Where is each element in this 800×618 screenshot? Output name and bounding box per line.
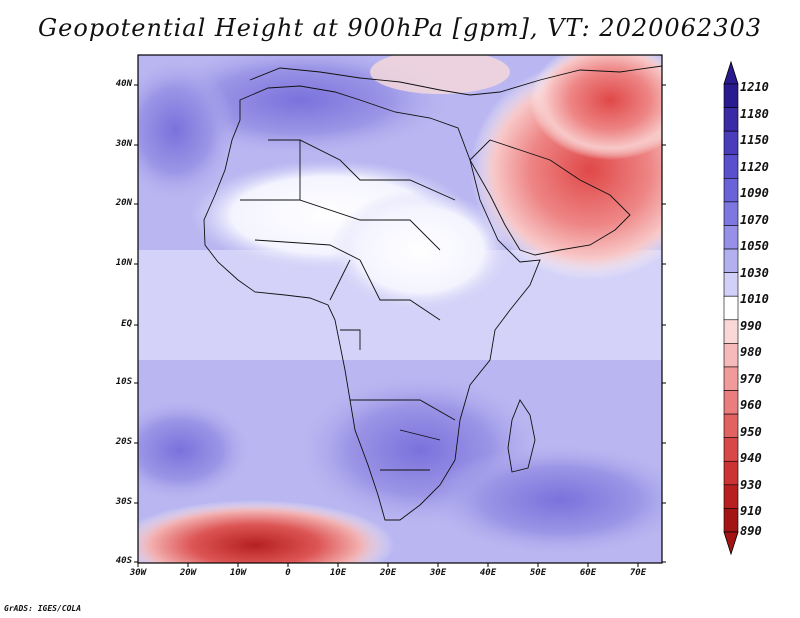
height-field <box>138 55 662 563</box>
colorbar-label: 990 <box>740 319 762 333</box>
arabia-coastline <box>469 139 631 256</box>
colorbar-label: 950 <box>740 425 762 439</box>
colorbar-label: 1210 <box>740 80 769 94</box>
colorbar-swatch <box>723 484 739 509</box>
colorbar-label: 1010 <box>740 292 769 306</box>
colorbar-swatch <box>723 460 739 486</box>
colorbar-swatch <box>723 225 739 250</box>
colorbar-label: 970 <box>740 372 762 386</box>
plot-frame <box>137 54 663 564</box>
lat-label: EQ <box>121 319 132 329</box>
colorbar-swatch <box>723 201 739 226</box>
colorbar-swatch <box>723 107 739 132</box>
colorbar-label: 930 <box>740 478 762 492</box>
lon-label: 0 <box>285 568 291 578</box>
colorbar-label: 1070 <box>740 213 769 227</box>
lat-label: 30N <box>115 139 132 149</box>
lat-label: 20S <box>115 437 132 447</box>
map-title: Geopotential Height at 900hPa [gpm], VT:… <box>38 14 762 42</box>
colorbar-label: 910 <box>740 504 762 518</box>
lat-label: 40N <box>115 79 132 89</box>
axis-ticks <box>134 84 666 567</box>
colorbar-swatch <box>723 130 739 156</box>
colorbar-label: 890 <box>740 524 762 538</box>
colorbar-swatch <box>723 272 739 297</box>
colorbar-swatch <box>723 295 739 321</box>
colorbar-label: 1150 <box>740 133 769 147</box>
coastlines <box>203 65 662 521</box>
lat-label: 10S <box>115 377 132 387</box>
madagascar-coastline <box>507 399 536 473</box>
country-borders <box>240 139 456 471</box>
colorbar-bottom-arrow <box>723 531 739 556</box>
europe-coastline <box>249 65 662 96</box>
colorbar-label: 1030 <box>740 266 769 280</box>
lon-label: 30E <box>429 568 447 578</box>
colorbar-swatch <box>723 319 739 344</box>
lon-label: 10W <box>229 568 247 578</box>
colorbar-label: 1090 <box>740 186 769 200</box>
colorbar-label: 1180 <box>740 107 769 121</box>
africa-coastline <box>203 85 541 521</box>
colorbar-swatch <box>723 413 739 438</box>
lon-label: 20E <box>379 568 397 578</box>
colorbar-swatch <box>723 343 739 368</box>
lon-label: 30W <box>129 568 147 578</box>
colorbar-swatch <box>723 366 739 391</box>
colorbar-label: 1050 <box>740 239 769 253</box>
lon-label: 50E <box>529 568 547 578</box>
colorbar-swatch <box>723 83 739 108</box>
colorbar-label: 940 <box>740 451 762 465</box>
lat-label: 40S <box>115 556 132 566</box>
colorbar-swatch <box>723 178 739 203</box>
colorbar-swatch <box>723 390 739 415</box>
lat-label: 30S <box>115 497 132 507</box>
colorbar-top-arrow <box>723 60 739 85</box>
lon-label: 70E <box>629 568 647 578</box>
colorbar-swatch <box>723 248 739 273</box>
colorbar-label: 980 <box>740 345 762 359</box>
lon-label: 40E <box>479 568 497 578</box>
lon-label: 10E <box>329 568 347 578</box>
lon-label: 60E <box>579 568 597 578</box>
lat-label: 10N <box>115 258 132 268</box>
colorbar-label: 1120 <box>740 160 769 174</box>
credit-text: GrADS: IGES/COLA <box>4 604 82 613</box>
colorbar-swatch <box>723 508 739 533</box>
lon-label: 20W <box>179 568 197 578</box>
lat-label: 20N <box>115 198 132 208</box>
colorbar-swatch <box>723 154 739 179</box>
colorbar <box>723 60 739 556</box>
colorbar-label: 960 <box>740 398 762 412</box>
colorbar-swatch <box>723 437 739 462</box>
